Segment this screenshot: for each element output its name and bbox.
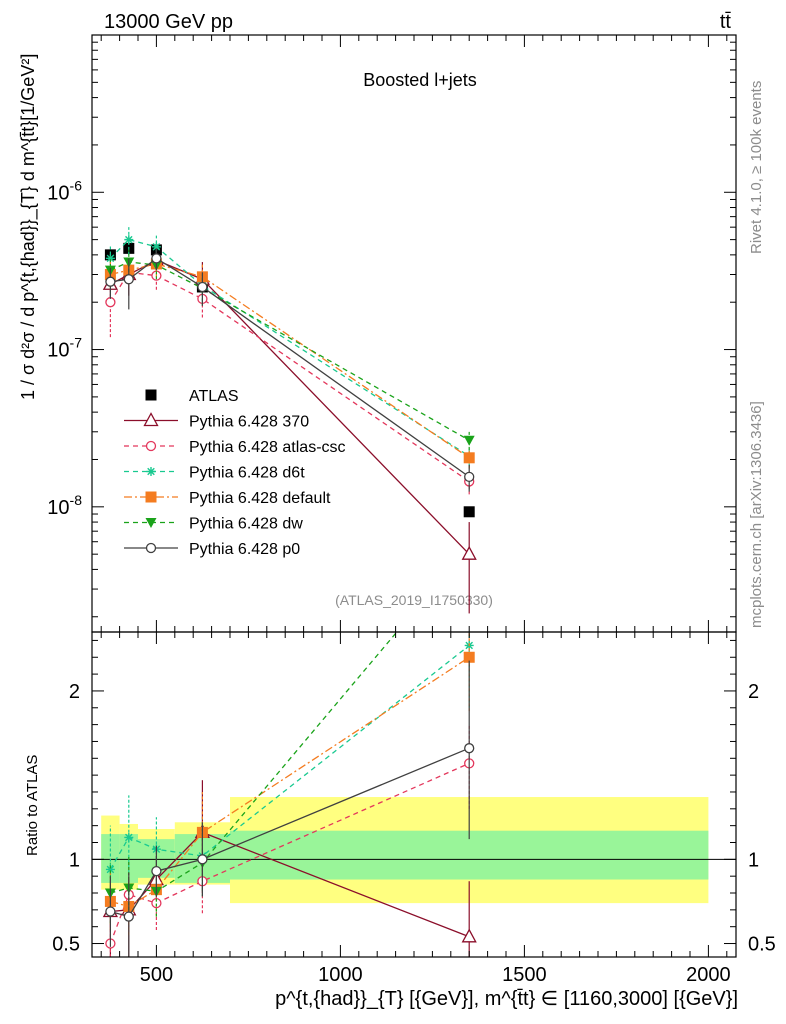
x-tick-label: 2000	[686, 964, 731, 986]
legend-marker	[145, 440, 157, 452]
process-label: tt̄	[720, 11, 732, 33]
legend-label: Pythia 6.428 370	[189, 414, 309, 431]
ratio-point	[151, 865, 162, 877]
data-point	[151, 242, 161, 252]
ratio-point	[105, 864, 115, 874]
ratio-point	[461, 928, 477, 943]
legend-entry: Pythia 6.428 370	[124, 412, 309, 431]
ratio-y-tick-label: 0.5	[52, 934, 80, 956]
legend-marker	[143, 412, 159, 427]
main-y-ticks: 10-8 10-7 10-6	[47, 34, 736, 618]
ratio-point	[124, 832, 134, 842]
legend: ATLAS Pythia 6.428 370 Pythia 6.428 atlas-…	[124, 388, 346, 558]
legend-label: Pythia 6.428 default	[189, 490, 331, 507]
main-panel: Boosted l+jets (ATLAS_2019_I1750330) 1 /…	[18, 34, 737, 633]
legend-entry: Pythia 6.428 default	[124, 490, 331, 507]
x-axis-label: p^{t,{had}}_{T} [{GeV}], m^{t̄t} ∈ [1160…	[275, 988, 738, 1010]
main-y-tick-label: 10-7	[47, 335, 82, 362]
ratio-point	[463, 651, 475, 663]
data-point	[105, 297, 116, 308]
x-tick-label: 1000	[318, 964, 363, 986]
main-series-layer	[102, 227, 477, 614]
ratio-point	[123, 911, 134, 922]
legend-marker	[146, 467, 156, 476]
legend-marker	[145, 491, 157, 503]
main-x-ticks	[100, 35, 728, 632]
data-point	[463, 452, 475, 464]
x-tick-label: 500	[140, 964, 173, 986]
ratio-point	[105, 906, 116, 917]
ratio-panel: 0.5 0.5 1 1 2 2 500 1000 1500 2000 Ratio to ATLA…	[24, 631, 776, 1010]
ratio-y-axis-label: Ratio to ATLAS	[24, 755, 41, 856]
ratio-x-ticks: 500 1000 1500 2000	[100, 632, 731, 986]
legend-entry: Pythia 6.428 dw	[124, 516, 303, 533]
data-point	[197, 281, 208, 293]
ratio-point	[464, 743, 475, 754]
data-point	[463, 506, 475, 518]
series-pythia-6-428-atlas-csc	[105, 258, 475, 495]
data-point	[124, 235, 134, 245]
main-y-axis-label: 1 / σ d²σ / d p^{t,{had}}_{T} d m^{t̄t}[…	[18, 54, 39, 400]
data-point	[461, 545, 477, 560]
legend-label: Pythia 6.428 dw	[189, 516, 303, 533]
ratio-point	[197, 854, 208, 865]
ratio-y-tick-label-right: 1	[748, 849, 759, 871]
legend-label: Pythia 6.428 p0	[189, 541, 300, 558]
legend-entry: Pythia 6.428 p0	[124, 541, 300, 558]
data-point	[151, 253, 162, 264]
analysis-watermark: (ATLAS_2019_I1750330)	[335, 592, 493, 608]
ratio-y-tick-label: 1	[69, 849, 80, 871]
energy-label: 13000 GeV pp	[104, 11, 233, 33]
ratio-frame	[91, 631, 737, 958]
ratio-y-tick-label: 2	[69, 681, 80, 703]
main-title: Boosted l+jets	[363, 70, 477, 90]
data-point	[463, 435, 475, 446]
data-point	[123, 274, 134, 285]
main-y-tick-label: 10-6	[47, 177, 82, 204]
legend-marker	[145, 518, 157, 528]
ratio-series-layer	[102, 632, 477, 957]
legend-entry: Pythia 6.428 atlas-csc	[124, 439, 346, 456]
ratio-series-pythia-6-428-p0	[105, 660, 475, 957]
legend-entry: ATLAS	[145, 388, 239, 405]
ratio-y-tick-label-right: 0.5	[748, 934, 776, 956]
ratio-y-ticks: 0.5 0.5 1 1 2 2	[52, 639, 776, 956]
series-line	[110, 259, 470, 555]
legend-label: Pythia 6.428 d6t	[189, 465, 305, 482]
legend-marker	[145, 542, 157, 554]
x-tick-label: 1500	[502, 964, 547, 986]
legend-label: Pythia 6.428 atlas-csc	[189, 439, 346, 456]
data-point	[105, 276, 116, 287]
data-point	[105, 253, 115, 263]
series-line	[110, 263, 470, 459]
series-pythia-6-428-370	[102, 249, 477, 614]
main-y-tick-label: 10-8	[47, 492, 82, 519]
legend-entry: Pythia 6.428 d6t	[124, 465, 305, 482]
ratio-uncertainty-bands	[101, 797, 709, 904]
rivet-version-label: Rivet 4.1.0, ≥ 100k events	[748, 81, 765, 254]
legend-marker	[145, 389, 157, 401]
legend-label: ATLAS	[189, 388, 239, 405]
mcplots-label: mcplots.cern.ch [arXiv:1306.3436]	[748, 401, 765, 628]
ratio-y-tick-label-right: 2	[748, 681, 759, 703]
series-pythia-6-428-default	[104, 253, 475, 469]
data-point	[464, 471, 475, 483]
series-pythia-6-428-p0	[105, 248, 475, 492]
